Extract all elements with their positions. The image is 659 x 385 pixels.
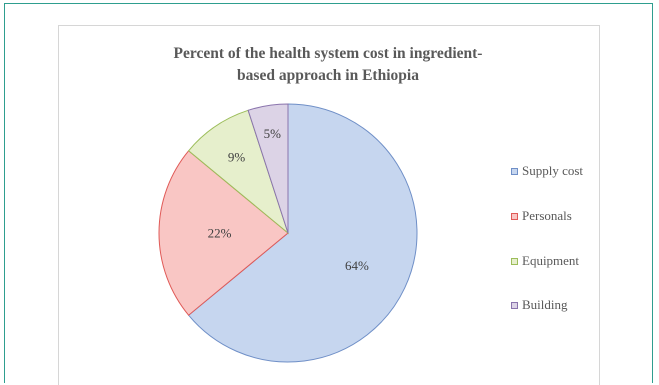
legend-label-supply-cost: Supply cost [522, 163, 584, 178]
data-label-equipment: 9% [228, 150, 246, 165]
legend-swatch-supply-cost [511, 167, 518, 175]
chart-title-line-1: Percent of the health system cost in ing… [173, 45, 483, 62]
legend-label-personals: Personals [522, 208, 572, 223]
legend-item-building: Building [511, 297, 568, 313]
legend-item-personals: Personals [511, 208, 572, 224]
chart-title: Percent of the health system cost in ing… [108, 43, 548, 87]
data-label-personals: 22% [208, 226, 232, 241]
legend-label-equipment: Equipment [522, 253, 580, 268]
pie-slice-supply-cost [187, 103, 418, 363]
legend-swatch-equipment [511, 257, 518, 265]
pie-slice-personals [158, 150, 289, 316]
legend-item-equipment: Equipment [511, 253, 579, 269]
legend-label-building: Building [522, 297, 568, 312]
pie-slice-building [247, 103, 289, 234]
chart-title-line-2: based approach in Ethiopia [237, 67, 419, 84]
data-label-building: 5% [264, 126, 282, 141]
legend-item-supply-cost: Supply cost [511, 163, 583, 179]
data-label-supply-cost: 64% [345, 258, 369, 273]
legend-swatch-personals [511, 212, 518, 220]
legend-swatch-building [511, 301, 518, 309]
pie-chart: 64% 22% 9% 5% [158, 103, 418, 363]
